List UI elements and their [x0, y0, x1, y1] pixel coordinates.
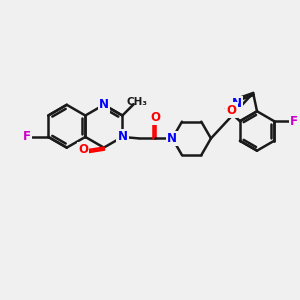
Text: F: F [22, 130, 31, 143]
Text: N: N [99, 98, 109, 111]
Text: CH₃: CH₃ [127, 98, 148, 107]
Text: N: N [232, 97, 242, 110]
Text: O: O [78, 143, 88, 156]
Text: N: N [167, 132, 177, 145]
Text: N: N [117, 130, 128, 143]
Text: F: F [290, 115, 298, 128]
Text: O: O [226, 103, 236, 117]
Text: O: O [150, 110, 160, 124]
